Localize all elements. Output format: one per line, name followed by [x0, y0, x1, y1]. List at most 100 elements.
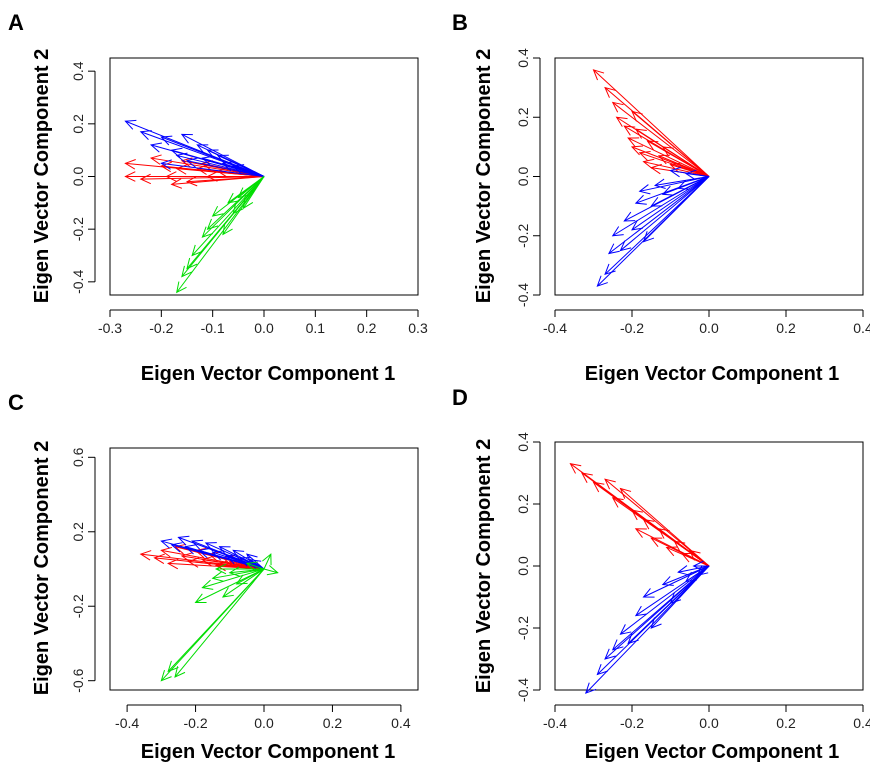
- x-tick-label-d-3: 0.2: [776, 715, 796, 731]
- arrowhead-red-b-3: [615, 116, 628, 127]
- arrowhead-blue-a-14: [175, 152, 188, 163]
- arrowhead-green-a-0: [176, 281, 187, 294]
- vector-red-b-15: [631, 110, 710, 177]
- arrowhead-red-d-10: [658, 528, 670, 539]
- y-tick-label-c-2: 0.2: [70, 522, 86, 542]
- arrowhead-red-b-7: [634, 128, 647, 139]
- vector-blue-b-1: [604, 176, 710, 275]
- arrowhead-green-a-11: [242, 197, 254, 210]
- arrowhead-red-c-0: [139, 550, 152, 561]
- arrowhead-green-a-4: [201, 226, 213, 238]
- arrowhead-red-a-2: [139, 173, 152, 185]
- arrowhead-red-d-7: [634, 528, 647, 538]
- x-tick-label-d-4: 0.4: [853, 715, 870, 731]
- arrowhead-green-a-7: [222, 223, 233, 236]
- arrowhead-blue-c-3: [184, 544, 197, 555]
- vector-green-a-11: [243, 176, 265, 209]
- vector-blue-d-10: [670, 565, 710, 604]
- arrowhead-blue-d-12: [684, 571, 697, 583]
- y-tick-label-a-2: 0.0: [70, 167, 86, 187]
- arrowhead-green-a-5: [206, 218, 219, 230]
- arrowhead-blue-b-2: [607, 243, 620, 255]
- y-tick-label-b-1: -0.2: [515, 223, 531, 247]
- vector-green-a-3: [191, 176, 265, 256]
- arrowhead-green-a-10: [237, 187, 250, 199]
- arrowhead-blue-b-4: [619, 240, 632, 252]
- arrowhead-red-d-5: [619, 487, 632, 499]
- plot-frame-c: [109, 447, 419, 691]
- arrowhead-red-b-1: [604, 86, 616, 98]
- vector-blue-d-7: [643, 565, 710, 598]
- arrowhead-green-c-10: [262, 553, 272, 566]
- x-axis-title-d: Eigen Vector Component 1: [585, 741, 839, 763]
- x-tick-label-a-2: -0.1: [201, 320, 225, 336]
- x-tick-label-a-3: 0.0: [254, 320, 274, 336]
- arrowhead-red-c-1: [153, 553, 165, 565]
- vector-red-b-12: [658, 155, 710, 177]
- vector-blue-b-9: [643, 176, 710, 243]
- arrowhead-red-b-11: [650, 163, 662, 175]
- vector-red-b-14: [670, 164, 710, 177]
- arrowhead-blue-c-4: [191, 539, 204, 550]
- arrowhead-green-a-3: [191, 244, 203, 257]
- arrowhead-red-b-12: [657, 154, 670, 165]
- arrowhead-red-a-3: [160, 161, 172, 173]
- x-axis-title-c: Eigen Vector Component 1: [141, 741, 395, 763]
- plot-frame-b: [554, 57, 864, 296]
- arrowhead-blue-a-10: [216, 154, 229, 165]
- arrowhead-red-c-2: [160, 546, 173, 558]
- y-axis-title-d: Eigen Vector Component 2: [473, 439, 495, 693]
- panel-letter-d: D: [452, 385, 468, 410]
- x-tick-label-c-1: -0.2: [183, 715, 207, 731]
- arrowhead-blue-d-10: [669, 592, 682, 604]
- y-tick-label-b-2: 0.0: [515, 167, 531, 187]
- arrowhead-red-b-6: [630, 145, 644, 156]
- x-tick-label-a-4: 0.1: [306, 320, 326, 336]
- vector-green-c-5: [212, 568, 265, 579]
- y-axis-title-a: Eigen Vector Component 2: [31, 49, 53, 303]
- vector-blue-a-13: [161, 162, 265, 177]
- arrowhead-green-c-6: [221, 587, 234, 598]
- arrowhead-blue-a-13: [160, 159, 172, 170]
- vector-green-c-4: [202, 568, 265, 589]
- arrowhead-blue-c-12: [246, 553, 258, 565]
- vector-red-c-10: [216, 564, 265, 570]
- arrowhead-blue-a-6: [185, 157, 198, 168]
- vector-blue-d-4: [620, 565, 710, 635]
- arrowhead-blue-d-6: [634, 605, 647, 617]
- arrowhead-red-b-5: [627, 137, 640, 147]
- arrowhead-green-c-2: [174, 666, 186, 678]
- arrowhead-blue-d-2: [604, 648, 616, 660]
- arrowhead-green-a-2: [186, 257, 198, 270]
- y-tick-label-b-3: 0.2: [515, 107, 531, 127]
- arrowhead-red-c-6: [187, 557, 200, 568]
- y-tick-label-c-0: -0.6: [70, 668, 86, 692]
- arrowhead-red-b-10: [646, 140, 659, 151]
- vector-red-a-12: [150, 157, 265, 177]
- arrowhead-red-a-0: [124, 159, 136, 170]
- vector-blue-b-8: [639, 176, 710, 192]
- arrowhead-blue-d-8: [650, 617, 662, 629]
- vector-red-b-2: [612, 102, 710, 177]
- y-tick-label-d-2: 0.0: [515, 556, 531, 576]
- arrowhead-blue-d-7: [642, 588, 655, 598]
- arrowhead-blue-d-1: [596, 663, 608, 676]
- vector-blue-a-10: [217, 154, 265, 177]
- arrowhead-red-a-7: [185, 175, 198, 187]
- x-tick-label-b-3: 0.2: [776, 320, 796, 336]
- x-tick-label-d-2: 0.0: [699, 715, 719, 731]
- arrowhead-red-d-11: [665, 546, 678, 557]
- vector-blue-b-6: [631, 176, 710, 231]
- y-tick-label-c-1: -0.2: [70, 594, 86, 618]
- arrowhead-blue-a-9: [206, 149, 219, 160]
- vector-green-c-11: [263, 568, 278, 574]
- vector-blue-b-15: [685, 173, 710, 177]
- arrowhead-blue-b-0: [596, 275, 608, 287]
- vector-blue-d-14: [697, 565, 710, 576]
- arrowhead-green-c-11: [266, 565, 279, 576]
- y-tick-label-b-4: 0.4: [515, 48, 531, 68]
- x-tick-label-a-1: -0.2: [149, 320, 173, 336]
- x-tick-label-b-0: -0.4: [543, 320, 567, 336]
- x-tick-label-c-4: 0.4: [391, 715, 411, 731]
- vector-blue-d-0: [585, 565, 710, 694]
